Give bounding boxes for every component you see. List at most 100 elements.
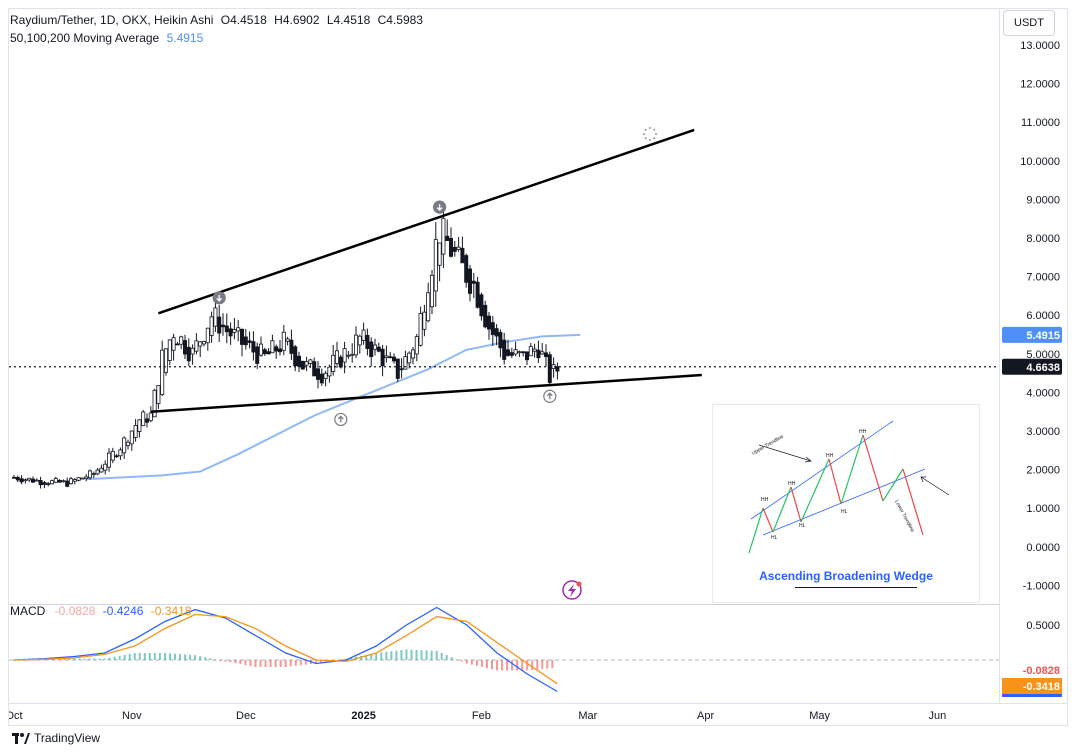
symbol-title[interactable]: Raydium/Tether, 1D, OKX, Heikin Ashi (10, 13, 214, 27)
ma-label[interactable]: 50,100,200 Moving Average (10, 31, 160, 45)
macd-hist-bar (299, 660, 302, 666)
candle-body-up (198, 341, 203, 347)
candle-body-up (334, 350, 339, 364)
candle (483, 300, 488, 329)
candle-body-down (380, 348, 385, 367)
macd-line (13, 606, 558, 693)
candle (57, 479, 62, 483)
macd-hist-bar (123, 654, 126, 660)
time-tick-label: Feb (472, 710, 491, 722)
macd-hist-bar (189, 654, 192, 660)
candle-body-up (437, 242, 442, 266)
candle (274, 344, 279, 359)
candle-body-up (201, 341, 206, 345)
inset-title-underline (795, 587, 917, 588)
candle (217, 304, 222, 343)
candle-body-down (114, 455, 119, 458)
last-price-label-bg (1002, 358, 1062, 375)
inset-lower-line (762, 468, 926, 536)
candle (34, 478, 39, 482)
macd-hist-bar (219, 660, 222, 661)
macd-hist-bar (405, 649, 408, 660)
macd-label[interactable]: MACD (10, 604, 46, 618)
time-axis-svg: Oct Nov Dec 2025 Feb Mar Apr May Jun (5, 710, 946, 722)
down-arrow-icon (212, 291, 226, 305)
signal-line (13, 613, 558, 685)
candle (65, 477, 70, 488)
candle (502, 332, 507, 365)
candle-body-down (467, 268, 472, 294)
inset-zigzag-segment (748, 507, 764, 554)
symbol-header: Raydium/Tether, 1D, OKX, Heikin Ashi O4.… (10, 13, 427, 27)
candle (490, 315, 495, 346)
macd-hist-bar (490, 660, 493, 670)
spinner-dot (649, 139, 651, 141)
macd-tick-label: 0.5000 (1026, 620, 1060, 632)
price-axis[interactable]: 13.0000 12.0000 11.0000 10.0000 9.0000 8.0000… (999, 9, 1068, 704)
inset-upper-line (750, 420, 894, 520)
candle-body-down (471, 280, 476, 284)
macd-hist-bar (516, 660, 519, 671)
candle-body-down (217, 316, 222, 334)
candle-body-down (452, 246, 457, 252)
lower-trendline (150, 373, 702, 413)
candle (380, 344, 385, 377)
macd-pane[interactable] (9, 605, 999, 703)
price-tick-label: 13.0000 (1020, 40, 1060, 52)
price-chart[interactable] (9, 9, 999, 604)
candle-body-up (137, 419, 142, 432)
candle-body-down (391, 356, 396, 362)
inset-zigzag-segment (772, 486, 792, 533)
candle (179, 335, 184, 350)
tradingview-logo[interactable]: TradingView (12, 731, 100, 745)
candle-body-down (498, 331, 503, 349)
macd-line-tag-bg (1002, 694, 1062, 697)
candle-body-down (38, 480, 43, 486)
candle (365, 328, 370, 356)
ohlc-high: H4.6902 (274, 13, 320, 27)
candle-body-down (521, 351, 526, 354)
candle (50, 479, 55, 485)
macd-hist-bar (284, 660, 287, 667)
candle-body-up (179, 336, 184, 345)
candle (270, 334, 275, 354)
candle-body-up (441, 217, 446, 255)
ma-value: 5.4915 (166, 31, 204, 45)
candle-body-up (308, 359, 313, 364)
candle-body-up (353, 334, 358, 356)
time-tick-label: Oct (9, 710, 23, 722)
candle (255, 342, 260, 369)
candle (152, 388, 157, 418)
candle (509, 347, 514, 359)
candle-body-up (163, 348, 168, 373)
candle-body-up (323, 372, 328, 379)
spinner-dot (653, 128, 656, 131)
time-axis[interactable]: Oct Nov Dec 2025 Feb Mar Apr May Jun (5, 703, 1067, 726)
candle-body-up (61, 480, 66, 483)
currency-button[interactable]: USDT (1003, 10, 1055, 36)
candle (251, 331, 256, 361)
candle-body-up (372, 344, 377, 350)
candle (289, 329, 294, 361)
macd-signal-tag: -0.3418 (1023, 681, 1060, 693)
candle (357, 334, 362, 354)
macd-hist-bar (53, 659, 56, 661)
macd-hist-bar (148, 653, 151, 660)
inset-label: Lower Trendline (893, 499, 915, 533)
candle-body-down (46, 483, 51, 485)
candle (95, 468, 100, 476)
candle (429, 270, 434, 315)
macd-chart[interactable] (9, 605, 999, 703)
lightning-icon (562, 580, 582, 600)
candle (144, 413, 149, 428)
macd-hist-bar (375, 653, 378, 660)
price-axis-svg: 13.0000 12.0000 11.0000 10.0000 9.0000 8.0000… (1002, 40, 1062, 697)
macd-hist-bar (289, 660, 292, 667)
candle (243, 329, 248, 350)
candle-body-up (27, 477, 32, 481)
candle-body-up (331, 354, 336, 372)
ohlc-open: O4.4518 (220, 13, 267, 27)
macd-line-value: -0.4246 (102, 604, 144, 618)
candle-body-down (395, 358, 400, 379)
price-pane[interactable] (9, 9, 999, 605)
